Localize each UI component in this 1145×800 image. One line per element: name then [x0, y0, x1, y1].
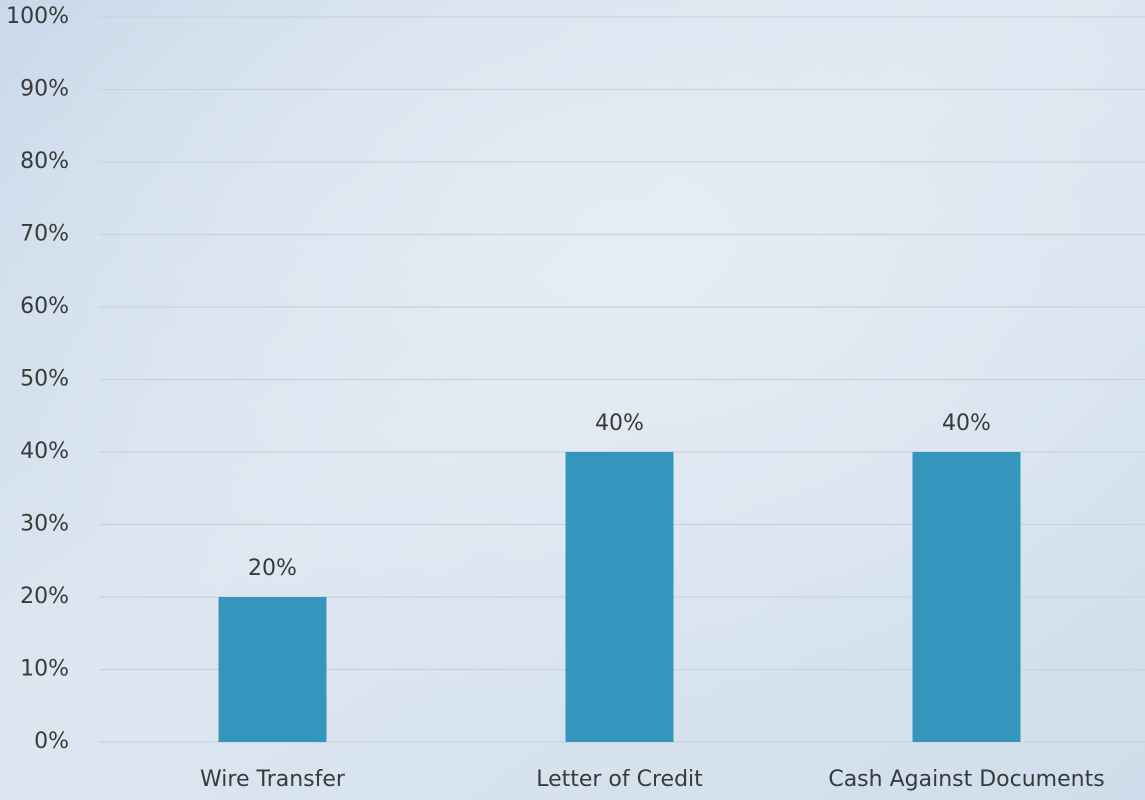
x-tick-label: Wire Transfer [200, 767, 346, 792]
value-label: 40% [942, 411, 991, 436]
value-label: 40% [595, 411, 644, 436]
y-tick-label: 0% [34, 729, 69, 754]
y-tick-label: 60% [20, 294, 69, 319]
y-tick-label: 30% [20, 512, 69, 537]
y-tick-label: 40% [20, 439, 69, 464]
bar [912, 452, 1021, 742]
y-tick-label: 10% [20, 657, 69, 682]
value-label: 20% [248, 556, 297, 581]
y-tick-label: 20% [20, 584, 69, 609]
y-tick-label: 90% [20, 77, 69, 102]
y-tick-label: 70% [20, 222, 69, 247]
y-tick-label: 100% [6, 4, 69, 29]
y-tick-label: 80% [20, 149, 69, 174]
y-tick-label: 50% [20, 367, 69, 392]
bar [565, 452, 674, 742]
bar [218, 597, 327, 742]
x-tick-label: Cash Against Documents [828, 767, 1104, 792]
x-tick-label: Letter of Credit [536, 767, 703, 792]
